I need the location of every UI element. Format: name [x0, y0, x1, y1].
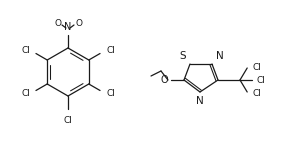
- Text: N: N: [216, 51, 224, 61]
- Text: O: O: [54, 19, 61, 28]
- Text: N: N: [64, 21, 72, 32]
- Text: Cl: Cl: [106, 46, 115, 55]
- Text: N: N: [196, 96, 204, 106]
- Text: Cl: Cl: [252, 62, 261, 71]
- Text: O: O: [160, 75, 168, 85]
- Text: Cl: Cl: [257, 75, 266, 85]
- Text: Cl: Cl: [21, 46, 30, 55]
- Text: Cl: Cl: [21, 89, 30, 98]
- Text: Cl: Cl: [252, 89, 261, 98]
- Text: S: S: [179, 51, 186, 61]
- Text: Cl: Cl: [63, 116, 72, 125]
- Text: O: O: [75, 19, 82, 28]
- Text: Cl: Cl: [106, 89, 115, 98]
